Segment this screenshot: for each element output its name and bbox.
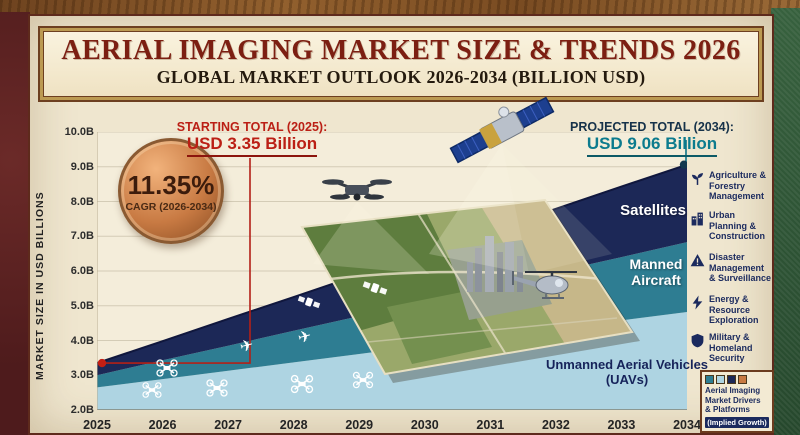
- airplane-icon: ✈: [238, 335, 256, 357]
- driver-label: Energy & Resource Exploration: [709, 294, 759, 326]
- driver-item-disaster-management: Disaster Management & Surveillance: [690, 252, 772, 284]
- leaf-icon: [691, 173, 704, 185]
- x-tick-label: 2028: [279, 418, 308, 432]
- y-tick-label: 10.0B: [64, 126, 94, 138]
- legend-text: Aerial Imaging: [705, 386, 761, 395]
- starting-total-label: STARTING TOTAL (2025):: [176, 120, 328, 134]
- y-tick-label: 6.0B: [70, 265, 94, 277]
- satellite-scan-beam: [429, 144, 529, 274]
- shield-icon: [691, 333, 704, 348]
- drone-illustration: [322, 179, 392, 201]
- x-tick-label: 2032: [541, 418, 570, 432]
- satellite-scan-beam-2: [502, 144, 612, 274]
- y-tick-label: 5.0B: [70, 299, 94, 312]
- x-axis-ticks: 2025 2026 2027 2028 2029 2030 2031 2032 2033 2034: [83, 414, 701, 435]
- legend-box: Aerial Imaging Market Drivers & Platform…: [700, 370, 774, 433]
- driver-label: Agriculture & Forestry Management: [709, 170, 767, 202]
- cagr-label: CAGR (2026-2034): [125, 200, 217, 213]
- legend-tag: (Implied Growth): [705, 416, 769, 428]
- legend-swatch: [716, 375, 725, 384]
- legend-swatches: [705, 375, 769, 384]
- satellite-illustration: [449, 96, 555, 164]
- legend-swatch: [727, 375, 736, 384]
- main-panel: AERIAL IMAGING MARKET SIZE & TRENDS 2026…: [28, 14, 774, 435]
- driver-label: Military & Homeland Security: [709, 332, 753, 364]
- projected-total-annotation: PROJECTED TOTAL (2034): USD 9.06 Billion: [552, 120, 752, 157]
- drone-icon: [142, 382, 162, 398]
- x-tick-label: 2026: [148, 418, 177, 432]
- driver-item-urban-planning: Urban Planning & Construction: [690, 210, 772, 242]
- fabric-background-right: [771, 8, 800, 435]
- legend-swatch: [738, 375, 747, 384]
- y-tick-label: 8.0B: [70, 195, 94, 208]
- x-tick-label: 2034: [673, 418, 701, 432]
- drone-icon: [352, 371, 374, 389]
- chart-illustrations: ✈ ✈: [142, 96, 640, 398]
- drone-icon: [290, 374, 314, 394]
- driver-item-agriculture: Agriculture & Forestry Management: [690, 170, 772, 202]
- cagr-value: 11.35%: [127, 169, 215, 200]
- y-axis-title: MARKET SIZE IN USD BILLIONS: [34, 191, 46, 381]
- satellite-icon: [297, 294, 321, 310]
- building-icon: [691, 212, 703, 226]
- band-label-uav: Unmanned Aerial Vehicles (UAVs): [545, 357, 709, 387]
- band-label-satellites: Satellites: [620, 202, 686, 219]
- starting-total-value: USD 3.35 Billion: [186, 134, 318, 157]
- projected-total-value: USD 9.06 Billion: [586, 134, 718, 157]
- drone-icon: [206, 379, 228, 397]
- legend-text: Market Drivers: [705, 395, 761, 405]
- y-tick-label: 4.0B: [70, 334, 94, 347]
- legend-text: & Platforms: [705, 405, 750, 415]
- helicopter-illustration: [512, 271, 577, 299]
- title-banner: AERIAL IMAGING MARKET SIZE & TRENDS 2026…: [40, 28, 762, 100]
- starting-total-annotation: STARTING TOTAL (2025): USD 3.35 Billion: [152, 120, 352, 157]
- drone-icon: [156, 359, 178, 377]
- alert-triangle-icon: [690, 254, 705, 267]
- driver-item-military-security: Military & Homeland Security: [690, 332, 772, 364]
- y-tick-label: 7.0B: [70, 230, 94, 243]
- legend-swatch: [705, 375, 714, 384]
- x-tick-label: 2029: [345, 418, 374, 432]
- airplane-icon: ✈: [296, 326, 314, 348]
- page-subtitle: GLOBAL MARKET OUTLOOK 2026-2034 (BILLION…: [156, 66, 646, 87]
- x-tick-label: 2031: [476, 418, 505, 432]
- city-buildings: [467, 236, 523, 292]
- leather-background-left: [0, 12, 30, 435]
- y-tick-label: 9.0B: [70, 160, 94, 173]
- driver-label: Urban Planning & Construction: [709, 210, 765, 242]
- x-tick-label: 2025: [83, 418, 111, 432]
- y-axis-ticks: 10.0B 9.0B 8.0B 7.0B 6.0B 5.0B 4.0B 3.0B 2.0B: [52, 126, 94, 416]
- band-label-manned-aircraft: Manned Aircraft: [629, 256, 683, 289]
- driver-label: Disaster Management & Surveillance: [709, 252, 772, 284]
- page-title: AERIAL IMAGING MARKET SIZE & TRENDS 2026: [61, 35, 741, 66]
- y-tick-label: 3.0B: [70, 369, 94, 382]
- x-tick-label: 2027: [214, 418, 243, 432]
- projected-total-label: PROJECTED TOTAL (2034):: [570, 120, 734, 134]
- drone-scan-beam: [313, 202, 429, 274]
- bolt-icon: [692, 295, 703, 310]
- y-tick-label: 2.0B: [70, 404, 94, 416]
- driver-item-energy-exploration: Energy & Resource Exploration: [690, 294, 772, 326]
- x-tick-label: 2033: [607, 418, 636, 432]
- x-tick-label: 2030: [410, 418, 439, 432]
